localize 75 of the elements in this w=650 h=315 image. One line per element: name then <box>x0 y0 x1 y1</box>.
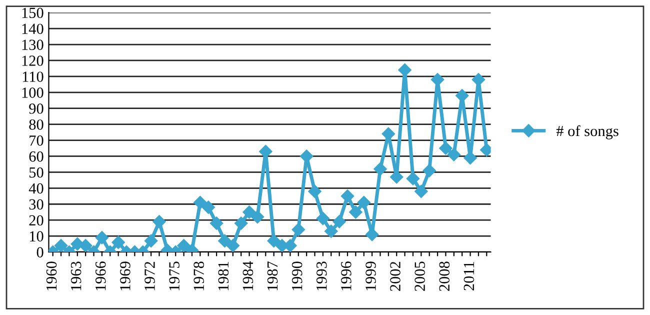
y-tick-label: 140 <box>22 24 44 34</box>
x-tick-label: 1960 <box>46 262 57 290</box>
point <box>382 127 396 140</box>
point <box>267 234 280 248</box>
point <box>259 144 272 158</box>
point <box>144 234 158 248</box>
point <box>464 151 477 164</box>
x-tick-label: 1987 <box>267 261 278 290</box>
legend-label: # of songs <box>556 125 618 140</box>
point <box>439 142 452 155</box>
point <box>234 216 248 230</box>
x-tick-label: 1996 <box>341 261 352 290</box>
x-tick-label: 1966 <box>96 261 106 290</box>
y-tick-label: 80 <box>29 119 44 130</box>
x-tick-label: 1972 <box>144 262 155 290</box>
x-tick-label: 1963 <box>70 262 82 290</box>
point <box>112 236 125 250</box>
point <box>177 239 190 252</box>
y-tick-label: 30 <box>29 199 44 210</box>
x-tick-label: 1969 <box>120 262 130 290</box>
y-tick-label: 120 <box>22 56 44 66</box>
y-tick-label: 130 <box>22 40 44 50</box>
y-tick-label: 0 <box>36 247 44 258</box>
point <box>152 215 166 228</box>
point <box>414 184 428 198</box>
point <box>316 212 330 226</box>
point <box>292 223 305 236</box>
y-tick-label: 60 <box>29 151 44 162</box>
point <box>95 231 109 244</box>
point <box>202 200 215 214</box>
point <box>218 234 232 248</box>
point <box>398 63 412 77</box>
x-tick-label: 2005 <box>414 262 425 291</box>
x-tick-label: 1984 <box>242 261 254 290</box>
point <box>332 215 346 228</box>
x-tick-label: 1975 <box>169 262 180 290</box>
x-tick-label: 1981 <box>218 262 229 290</box>
point <box>226 239 240 252</box>
point <box>308 184 322 198</box>
x-tick-label: 1999 <box>366 262 376 290</box>
point <box>78 239 92 252</box>
point <box>365 228 379 242</box>
point <box>349 206 362 219</box>
y-tick-label: 90 <box>29 104 44 114</box>
point <box>390 170 404 184</box>
point <box>422 164 436 178</box>
point <box>357 196 370 210</box>
point <box>430 73 444 86</box>
point <box>340 190 354 203</box>
point <box>472 73 486 86</box>
y-tick-label: 100 <box>22 88 44 98</box>
point <box>194 196 207 210</box>
y-tick-label: 40 <box>28 183 44 194</box>
y-tick-label: 50 <box>30 167 44 178</box>
point <box>447 148 461 162</box>
y-tick-label: 70 <box>30 135 44 146</box>
point <box>242 206 256 219</box>
x-tick-label: 1978 <box>194 262 204 290</box>
point <box>300 150 314 163</box>
point <box>54 239 68 252</box>
y-tick-label: 110 <box>22 72 44 82</box>
x-tick-label: 2002 <box>390 262 400 291</box>
x-tick-label: 1990 <box>292 262 302 290</box>
x-tick-label: 2011 <box>464 262 474 290</box>
point <box>374 162 387 176</box>
point <box>250 210 264 224</box>
x-tick-label: 2008 <box>439 262 450 291</box>
y-tick-label: 20 <box>29 215 44 226</box>
point <box>324 224 338 238</box>
point <box>210 216 224 230</box>
x-tick-label: 1993 <box>316 262 327 290</box>
point <box>456 89 469 102</box>
y-tick-label: 150 <box>22 8 44 18</box>
point <box>406 172 420 186</box>
y-tick-label: 10 <box>30 231 44 242</box>
